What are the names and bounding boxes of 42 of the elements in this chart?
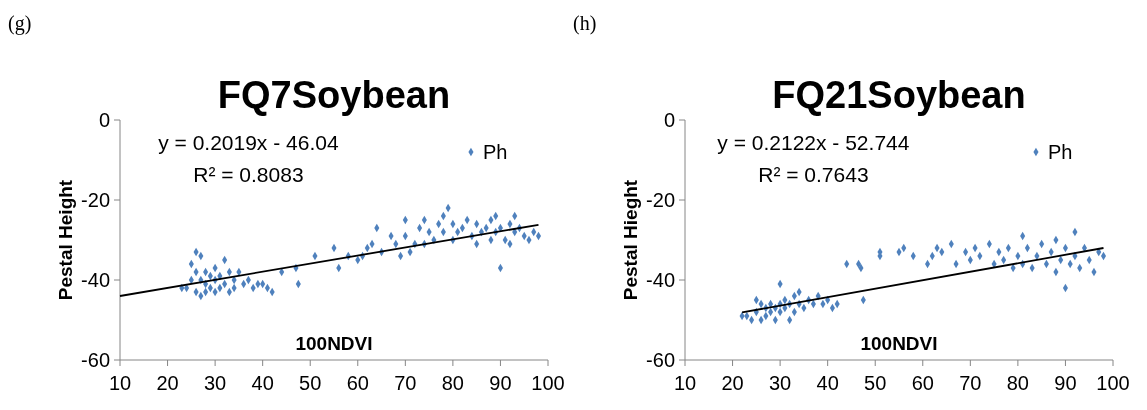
x-tick-label: 40: [816, 372, 839, 394]
x-tick-label: 90: [489, 372, 512, 394]
legend-label: Ph: [1047, 141, 1073, 163]
x-tick-label: 90: [1054, 372, 1077, 394]
x-tick-label: 70: [394, 372, 417, 394]
annotation: y = 0.2122x - 52.744: [717, 131, 910, 154]
x-axis-title: 100NDVI: [295, 333, 373, 354]
y-axis-title: Pestal Height: [55, 179, 76, 301]
x-tick-label: 50: [299, 372, 322, 394]
chart-title: FQ21Soybean: [772, 74, 1026, 116]
x-tick-label: 100: [531, 372, 565, 394]
text: (h): [573, 12, 597, 35]
y-tick-label: -60: [646, 349, 675, 371]
y-axis-title: Pestal Hieght: [620, 179, 641, 301]
y-tick-label: -40: [646, 269, 675, 291]
text: (g): [8, 12, 32, 35]
x-tick-label: 10: [108, 372, 132, 394]
x-tick-label: 20: [721, 372, 744, 394]
annotation: y = 0.2019x - 46.04: [158, 131, 339, 154]
y-tick-label: 0: [98, 109, 110, 131]
y-tick-label: -20: [646, 189, 675, 211]
chart-title: FQ7Soybean: [217, 74, 451, 116]
annotation: R² = 0.8083: [193, 163, 304, 186]
x-tick-label: 40: [251, 372, 274, 394]
y-tick-label: -20: [81, 189, 110, 211]
x-tick-label: 100: [1096, 372, 1130, 394]
x-tick-label: 30: [768, 372, 792, 394]
legend-label: Ph: [482, 141, 508, 163]
x-tick-label: 80: [441, 372, 465, 394]
annotation: R² = 0.7643: [758, 163, 869, 186]
x-tick-label: 10: [673, 372, 697, 394]
x-tick-label: 70: [959, 372, 982, 394]
y-tick-label: 0: [663, 109, 675, 131]
y-tick-label: -60: [81, 349, 110, 371]
x-tick-label: 60: [911, 372, 934, 394]
x-tick-label: 80: [1006, 372, 1030, 394]
x-tick-label: 50: [864, 372, 887, 394]
x-axis-title: 100NDVI: [860, 333, 938, 354]
x-tick-label: 20: [156, 372, 179, 394]
x-tick-label: 60: [346, 372, 369, 394]
x-tick-label: 30: [203, 372, 227, 394]
y-tick-label: -40: [81, 269, 110, 291]
